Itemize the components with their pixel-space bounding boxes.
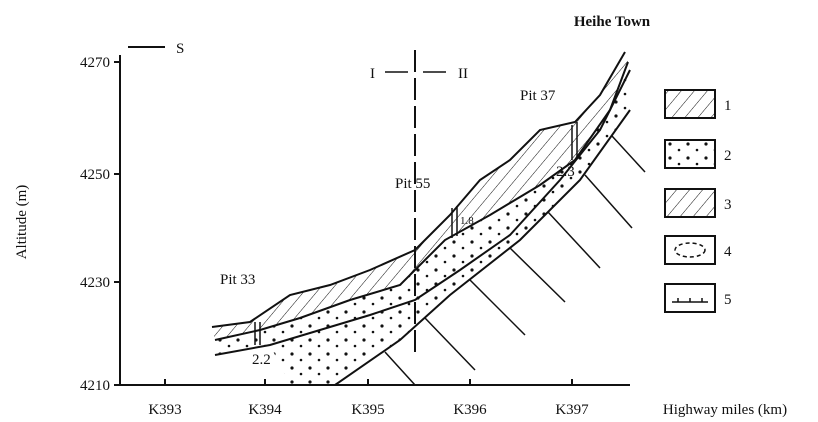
legend-label: 4 [724, 244, 732, 260]
section-label: I [370, 66, 375, 82]
legend-label: 2 [724, 148, 732, 164]
y-tick-label: 4210 [80, 378, 110, 394]
y-tick-label: 4230 [80, 275, 110, 291]
orientation-label: S [176, 41, 184, 57]
pit-marks [254, 122, 578, 345]
y-tick-label: 4250 [80, 167, 110, 183]
x-ticks [164, 379, 573, 385]
pit-label: Pit 37 [520, 88, 556, 104]
depth-label: 1.8 [460, 215, 474, 227]
surface [211, 51, 626, 328]
layer-2-lower [270, 70, 630, 385]
pit-label: Pit 33 [220, 272, 255, 288]
section-label: II [458, 66, 468, 82]
x-tick-label: K396 [453, 402, 487, 418]
bedrock-top [334, 109, 631, 386]
y-ticks [114, 61, 120, 386]
bedrock-hatch [384, 135, 646, 386]
y-tick-label: 4270 [80, 55, 110, 71]
x-tick-label: K394 [248, 402, 282, 418]
x-tick-label: K393 [148, 402, 181, 418]
legend-label: 3 [724, 197, 732, 213]
legend-boxes [664, 89, 716, 313]
boundary-2 [214, 69, 631, 356]
place-label: Heihe Town [574, 14, 651, 30]
pit-label: Pit 55 [395, 176, 430, 192]
legend-label: 1 [724, 98, 732, 114]
depth-label: 2.3 [556, 164, 575, 180]
x-axis-title: Highway miles (km) [663, 402, 787, 418]
x-tick-label: K397 [555, 402, 589, 418]
y-axis-title: Altitude (m) [14, 185, 30, 260]
legend-label: 5 [724, 292, 732, 308]
x-tick-label: K395 [351, 402, 384, 418]
boundary-1 [214, 61, 629, 341]
depth-label: 2.2 [252, 352, 271, 368]
